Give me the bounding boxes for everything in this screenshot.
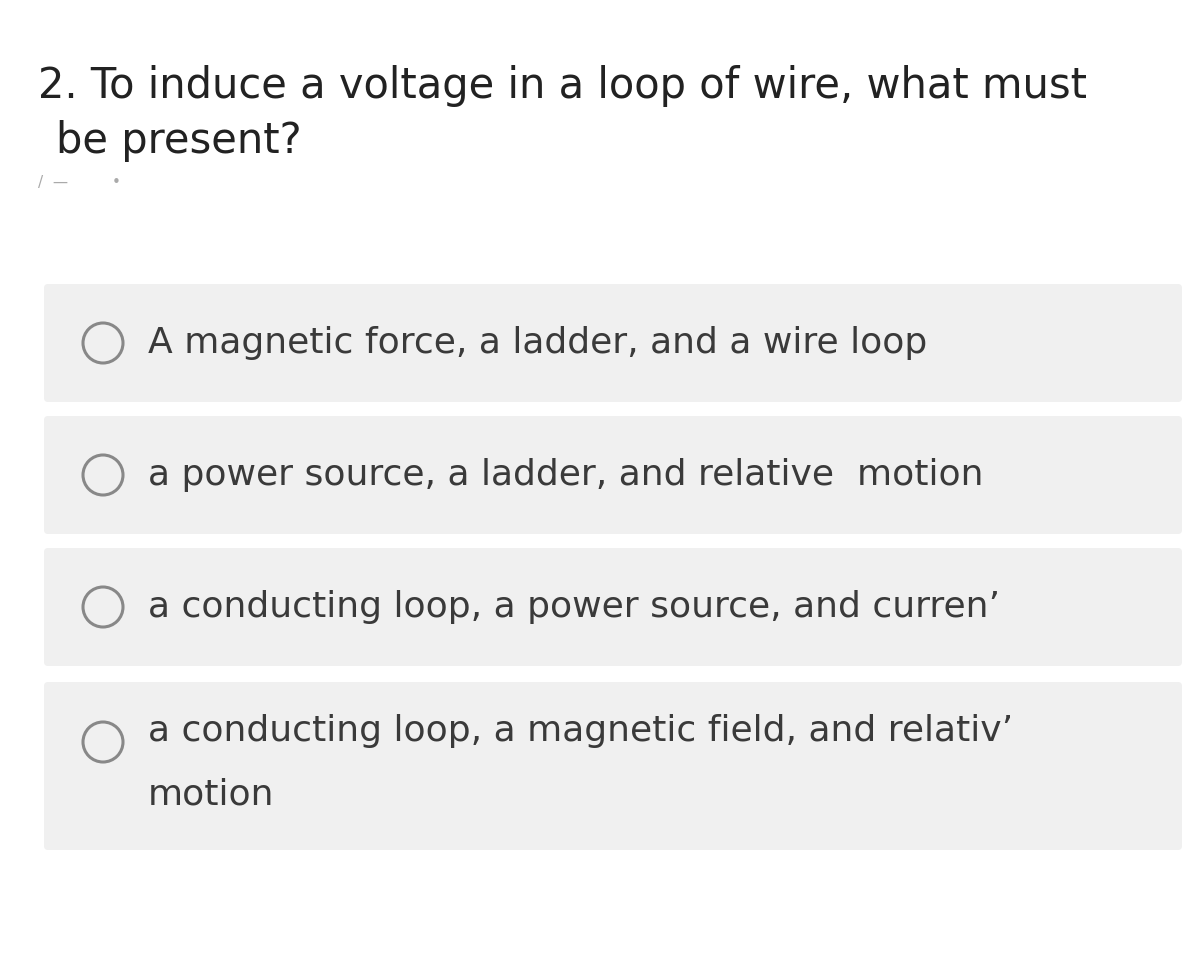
Text: a conducting loop, a magnetic field, and relativ’: a conducting loop, a magnetic field, and… bbox=[148, 714, 1013, 748]
Text: a power source, a ladder, and relative  motion: a power source, a ladder, and relative m… bbox=[148, 458, 984, 492]
Text: a conducting loop, a power source, and curren’: a conducting loop, a power source, and c… bbox=[148, 590, 1000, 624]
FancyBboxPatch shape bbox=[44, 682, 1182, 850]
Text: A magnetic force, a ladder, and a wire loop: A magnetic force, a ladder, and a wire l… bbox=[148, 326, 928, 360]
Text: /  —         •: / — • bbox=[38, 175, 121, 190]
Text: 2. To induce a voltage in a loop of wire, what must: 2. To induce a voltage in a loop of wire… bbox=[38, 65, 1087, 107]
FancyBboxPatch shape bbox=[44, 416, 1182, 534]
FancyBboxPatch shape bbox=[44, 284, 1182, 402]
Text: motion: motion bbox=[148, 778, 275, 812]
FancyBboxPatch shape bbox=[44, 548, 1182, 666]
Text: be present?: be present? bbox=[56, 120, 301, 162]
